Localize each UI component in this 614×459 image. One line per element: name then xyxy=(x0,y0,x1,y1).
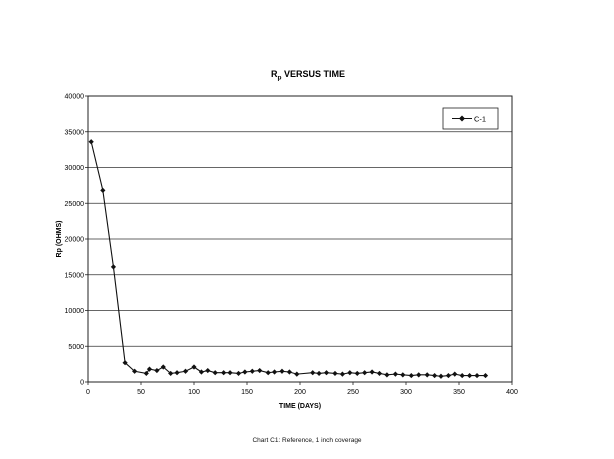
data-point-c-1-8 xyxy=(160,364,166,370)
data-point-c-1-25 xyxy=(286,369,292,375)
data-point-c-1-42 xyxy=(424,372,430,378)
data-point-c-1-14 xyxy=(205,367,211,374)
x-tick-label-50: 50 xyxy=(137,389,145,396)
data-point-c-1-21 xyxy=(257,367,263,374)
data-point-c-1-32 xyxy=(347,370,353,376)
data-point-c-1-43 xyxy=(432,372,438,379)
y-axis-ticks: 0 5000 10000 15000 20000 25000 30000 35000 40000 xyxy=(65,94,88,387)
x-axis-label: TIME (DAYS) xyxy=(279,403,321,410)
data-point-c-1-0 xyxy=(88,139,94,145)
x-tick-label-150: 150 xyxy=(241,389,253,396)
legend: C-1 xyxy=(442,107,499,130)
data-point-c-1-13 xyxy=(198,369,205,375)
y-tick-label-30000: 30000 xyxy=(65,165,85,172)
data-point-c-1-31 xyxy=(339,371,345,377)
series-line-c-1 xyxy=(90,141,486,377)
x-tick-label-100: 100 xyxy=(188,389,200,396)
data-point-c-1-10 xyxy=(174,370,180,376)
data-point-c-1-6 xyxy=(146,366,153,372)
data-point-c-1-19 xyxy=(242,369,248,375)
chart-title-rest: VERSUS TIME xyxy=(281,69,345,79)
data-point-c-1-49 xyxy=(474,372,480,379)
data-point-c-1-29 xyxy=(323,370,330,376)
data-point-c-1-45 xyxy=(445,372,451,379)
data-point-c-1-16 xyxy=(221,370,227,376)
data-point-c-1-24 xyxy=(279,368,285,374)
data-point-c-1-44 xyxy=(438,373,444,379)
data-series xyxy=(88,139,489,379)
chart-title: Rp VERSUS TIME xyxy=(271,69,345,82)
y-axis-label: Rp (OHMS) xyxy=(56,221,63,258)
x-tick-label-350: 350 xyxy=(453,389,465,396)
data-point-c-1-36 xyxy=(376,370,383,377)
x-tick-label-250: 250 xyxy=(347,389,359,396)
data-point-c-1-39 xyxy=(400,372,406,378)
data-point-c-1-46 xyxy=(452,371,458,377)
data-point-c-1-50 xyxy=(482,372,489,379)
data-point-c-1-5 xyxy=(143,370,149,377)
y-tick-label-35000: 35000 xyxy=(65,129,85,136)
legend-label-c1: C-1 xyxy=(474,115,486,124)
data-point-c-1-28 xyxy=(316,370,322,377)
chart-caption: Chart C1: Reference, 1 inch coverage xyxy=(252,437,362,444)
chart-title-main: R xyxy=(271,69,278,79)
y-tick-label-10000: 10000 xyxy=(65,308,85,315)
data-point-c-1-30 xyxy=(332,370,338,377)
data-point-c-1-34 xyxy=(362,370,368,376)
y-axis-label-main: Rp xyxy=(56,248,63,257)
x-axis-ticks: 0 50 100 150 200 250 300 350 400 xyxy=(86,382,518,396)
data-point-c-1-20 xyxy=(249,368,255,374)
data-point-c-1-26 xyxy=(294,371,300,377)
data-point-c-1-4 xyxy=(132,368,138,374)
data-point-c-1-9 xyxy=(168,370,174,377)
data-point-c-1-12 xyxy=(191,364,197,370)
data-point-c-1-40 xyxy=(408,372,414,379)
data-point-c-1-1 xyxy=(100,187,106,193)
data-point-c-1-23 xyxy=(271,369,278,375)
data-point-c-1-47 xyxy=(459,372,465,379)
data-point-c-1-15 xyxy=(212,370,218,376)
data-point-c-1-37 xyxy=(384,372,390,378)
data-point-c-1-17 xyxy=(227,370,233,376)
data-point-c-1-3 xyxy=(122,360,128,366)
y-tick-label-15000: 15000 xyxy=(65,272,85,279)
legend-marker-c1 xyxy=(459,115,465,122)
x-tick-label-0: 0 xyxy=(86,389,90,396)
y-tick-label-25000: 25000 xyxy=(65,201,85,208)
grid-lines xyxy=(88,131,512,347)
data-point-c-1-18 xyxy=(235,370,242,377)
data-point-c-1-38 xyxy=(392,371,398,377)
y-tick-label-0: 0 xyxy=(80,380,84,387)
data-point-c-1-22 xyxy=(265,370,271,376)
data-point-c-1-48 xyxy=(467,372,473,379)
data-point-c-1-7 xyxy=(154,367,160,374)
data-point-c-1-11 xyxy=(182,368,189,374)
y-tick-label-40000: 40000 xyxy=(65,94,85,101)
x-tick-label-300: 300 xyxy=(400,389,412,396)
x-tick-label-200: 200 xyxy=(294,389,306,396)
y-tick-label-5000: 5000 xyxy=(68,344,84,351)
x-tick-label-400: 400 xyxy=(506,389,518,396)
chart-title-subscript: p xyxy=(278,75,282,82)
y-tick-label-20000: 20000 xyxy=(65,237,85,244)
data-point-c-1-41 xyxy=(416,372,422,378)
data-point-c-1-35 xyxy=(369,369,375,375)
data-point-c-1-2 xyxy=(110,264,117,270)
data-point-c-1-33 xyxy=(354,370,360,377)
data-point-c-1-27 xyxy=(310,370,316,376)
y-axis-label-rest: (OHMS) xyxy=(56,221,63,249)
